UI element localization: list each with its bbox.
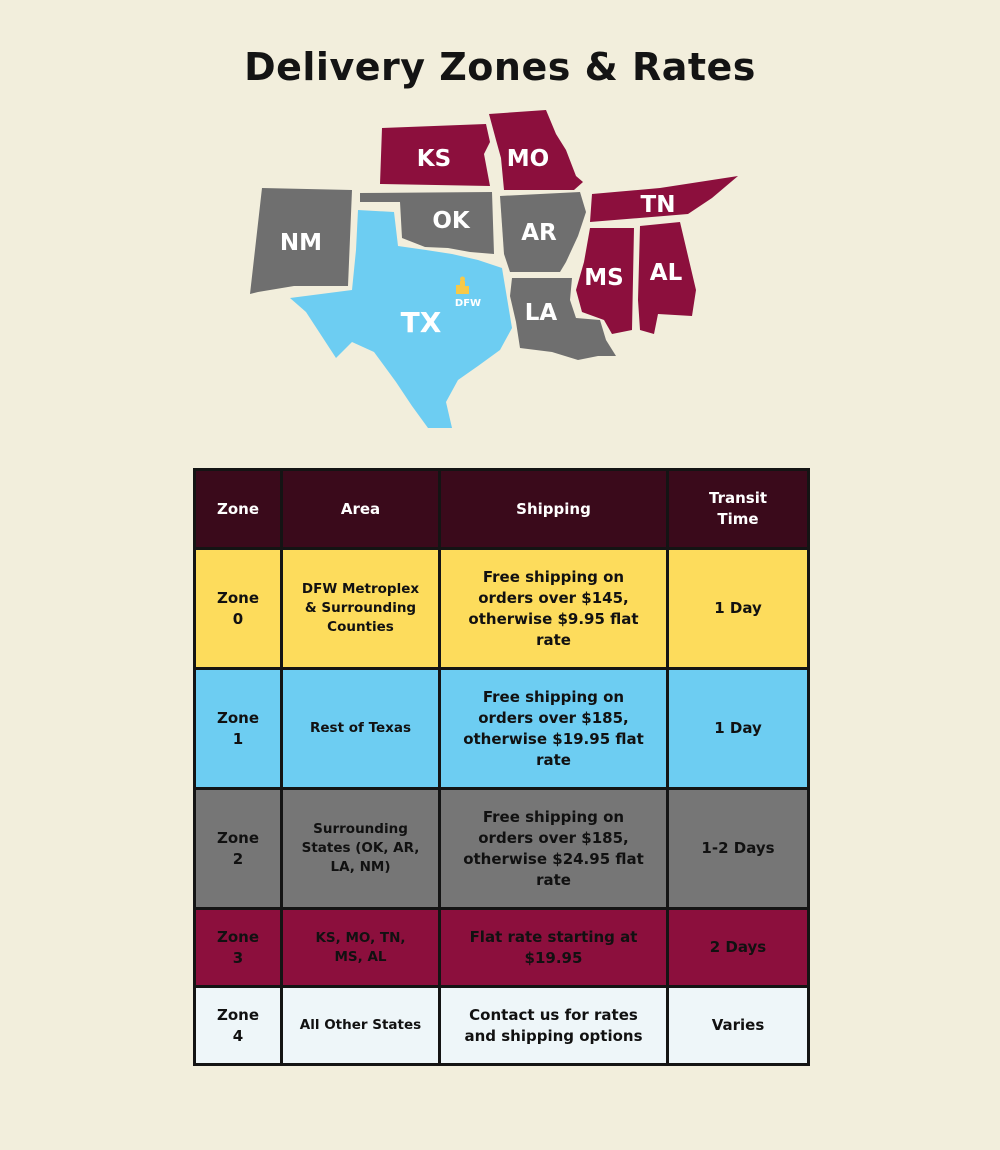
state-label-la: LA bbox=[525, 300, 558, 326]
area-cell: Rest of Texas bbox=[280, 667, 441, 790]
city-skyline-icon bbox=[456, 276, 469, 294]
zone-cell: Zone 3 bbox=[193, 907, 283, 988]
header-transit-time: Transit Time bbox=[666, 468, 810, 550]
state-label-ms: MS bbox=[584, 265, 623, 291]
state-la: LA bbox=[510, 278, 616, 360]
header-shipping: Shipping bbox=[438, 468, 669, 550]
state-tx: TX bbox=[290, 210, 512, 428]
zone-cell: Zone 4 bbox=[193, 985, 283, 1066]
state-ks: KS bbox=[380, 124, 490, 186]
zone-cell: Zone 1 bbox=[193, 667, 283, 790]
shipping-cell: Free shipping on orders over $145, other… bbox=[438, 547, 669, 670]
shipping-cell: Free shipping on orders over $185, other… bbox=[438, 787, 669, 910]
state-tn: TN bbox=[590, 176, 738, 222]
state-ar: AR bbox=[500, 192, 586, 272]
table-row: Zone 1 Rest of Texas Free shipping on or… bbox=[193, 667, 810, 790]
delivery-zone-map: KS MO NM OK AR TN MS AL TX LA bbox=[250, 110, 738, 428]
transit-cell: 2 Days bbox=[666, 907, 810, 988]
state-label-ks: KS bbox=[417, 146, 451, 172]
table-row: Zone 2 Surrounding States (OK, AR, LA, N… bbox=[193, 787, 810, 910]
header-area: Area bbox=[280, 468, 441, 550]
state-label-ar: AR bbox=[521, 220, 557, 246]
table-header-row: Zone Area Shipping Transit Time bbox=[193, 468, 810, 550]
area-cell: Surrounding States (OK, AR, LA, NM) bbox=[280, 787, 441, 910]
state-nm: NM bbox=[250, 188, 352, 294]
state-label-tn: TN bbox=[641, 192, 676, 218]
state-label-al: AL bbox=[650, 260, 683, 286]
state-label-mo: MO bbox=[507, 146, 549, 172]
table-row: Zone 3 KS, MO, TN, MS, AL Flat rate star… bbox=[193, 907, 810, 988]
state-label-tx: TX bbox=[401, 306, 442, 339]
transit-cell: 1-2 Days bbox=[666, 787, 810, 910]
state-label-ok: OK bbox=[432, 208, 471, 234]
dfw-marker: DFW bbox=[455, 276, 481, 309]
state-ok: OK bbox=[360, 192, 494, 254]
zone-cell: Zone 2 bbox=[193, 787, 283, 910]
state-ms: MS bbox=[576, 228, 634, 334]
state-mo: MO bbox=[489, 110, 583, 190]
header-zone: Zone bbox=[193, 468, 283, 550]
dfw-label: DFW bbox=[455, 298, 481, 309]
transit-cell: 1 Day bbox=[666, 547, 810, 670]
delivery-rates-table: Zone Area Shipping Transit Time Zone 0 D… bbox=[193, 468, 810, 1066]
state-al: AL bbox=[638, 222, 696, 334]
zone-cell: Zone 0 bbox=[193, 547, 283, 670]
area-cell: KS, MO, TN, MS, AL bbox=[280, 907, 441, 988]
state-label-nm: NM bbox=[280, 230, 322, 256]
transit-cell: Varies bbox=[666, 985, 810, 1066]
area-cell: All Other States bbox=[280, 985, 441, 1066]
table-row: Zone 0 DFW Metroplex & Surrounding Count… bbox=[193, 547, 810, 670]
table-row: Zone 4 All Other States Contact us for r… bbox=[193, 985, 810, 1066]
transit-cell: 1 Day bbox=[666, 667, 810, 790]
page-title: Delivery Zones & Rates bbox=[244, 45, 756, 89]
shipping-cell: Flat rate starting at $19.95 bbox=[438, 907, 669, 988]
shipping-cell: Free shipping on orders over $185, other… bbox=[438, 667, 669, 790]
area-cell: DFW Metroplex & Surrounding Counties bbox=[280, 547, 441, 670]
shipping-cell: Contact us for rates and shipping option… bbox=[438, 985, 669, 1066]
